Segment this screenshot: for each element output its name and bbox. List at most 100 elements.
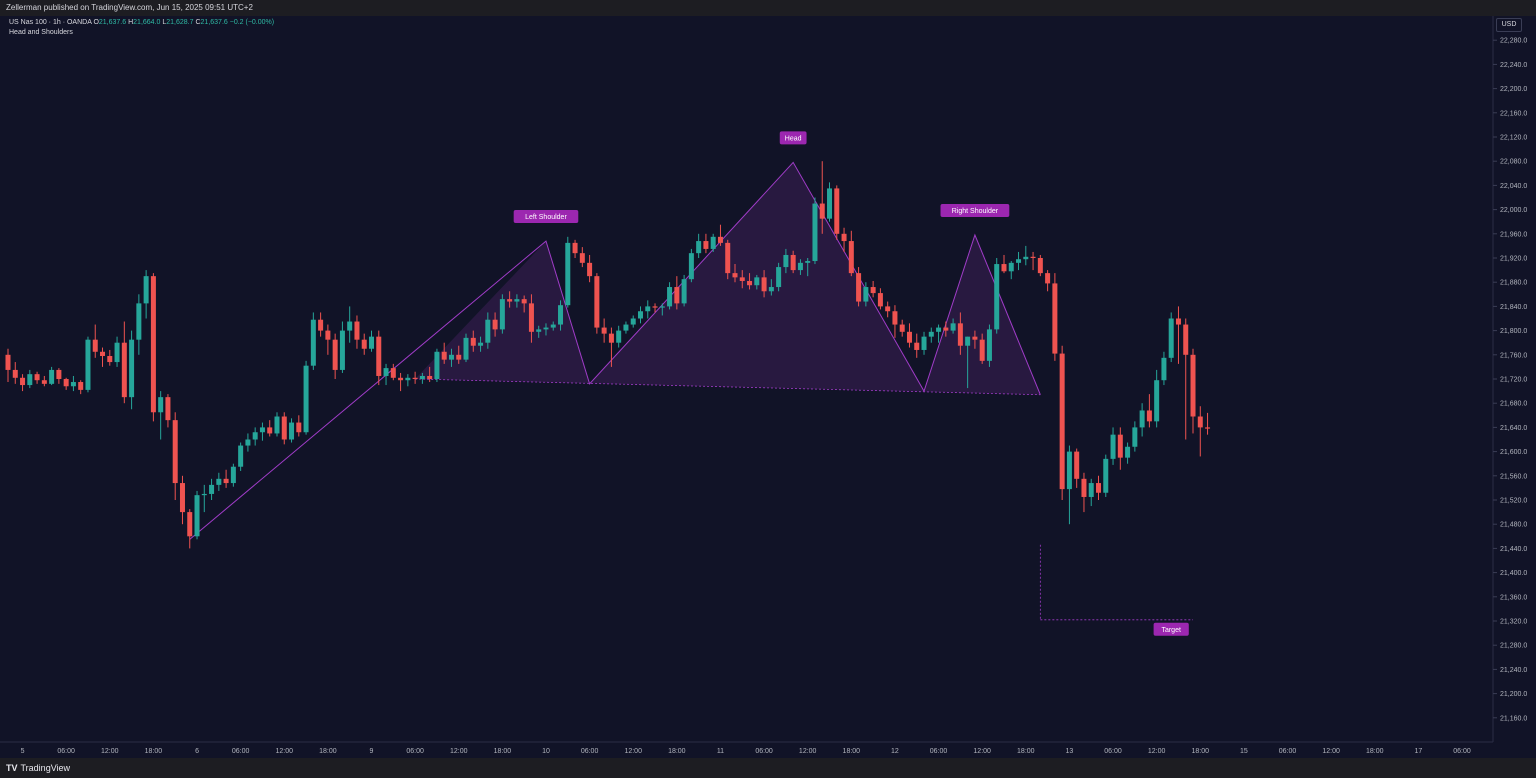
candle xyxy=(986,324,992,367)
x-tick-label: 06:00 xyxy=(930,748,948,755)
candle xyxy=(63,377,69,390)
symbol-legend: US Nas 100 · 1h · OANDA O21,637.6 H21,66… xyxy=(9,19,274,26)
candle xyxy=(710,233,716,252)
candle-body xyxy=(470,337,476,346)
candle-body xyxy=(608,333,614,343)
candle xyxy=(1052,273,1058,361)
candle xyxy=(274,412,280,437)
y-tick-label: 22,200.0 xyxy=(1500,86,1527,93)
candle xyxy=(514,294,520,308)
candle xyxy=(434,348,440,383)
candle xyxy=(543,323,549,336)
candle xyxy=(870,280,876,298)
x-tick-label: 12:00 xyxy=(1148,748,1166,755)
symbol-name: US Nas 100 · 1h · OANDA xyxy=(9,19,92,26)
candle-body xyxy=(92,339,98,352)
candle-body xyxy=(63,379,69,387)
x-tick-label: 13 xyxy=(1066,748,1074,755)
candle-body xyxy=(259,427,265,433)
candle xyxy=(965,336,971,389)
candle xyxy=(550,321,556,331)
candle xyxy=(267,420,273,437)
candle xyxy=(427,366,433,383)
candle xyxy=(5,348,11,383)
candle-body xyxy=(558,305,564,325)
candle xyxy=(158,391,164,440)
candle xyxy=(637,306,643,324)
candle xyxy=(369,330,374,352)
candle-body xyxy=(296,422,302,433)
candle xyxy=(696,233,702,258)
x-tick-label: 12:00 xyxy=(450,748,468,755)
candle xyxy=(1175,306,1181,364)
candle xyxy=(725,239,731,280)
high-value: 21,664.0 xyxy=(133,19,161,26)
candle-body xyxy=(318,319,324,331)
candle-body xyxy=(1183,324,1189,355)
candle xyxy=(914,333,920,358)
candle xyxy=(1190,348,1196,434)
candle xyxy=(834,185,840,240)
open-label: O xyxy=(93,19,99,26)
candle-body xyxy=(1117,434,1123,458)
candle xyxy=(819,161,825,234)
candle-body xyxy=(390,368,396,378)
candle xyxy=(827,182,833,222)
candle xyxy=(623,321,629,334)
low-label: L xyxy=(162,19,167,26)
candle-body xyxy=(492,319,498,330)
indicator-legend[interactable]: Head and Shoulders xyxy=(9,29,73,36)
candle-body xyxy=(499,299,505,330)
candle xyxy=(594,273,600,334)
candle xyxy=(34,371,40,384)
candle xyxy=(179,475,185,525)
candle-body xyxy=(1110,434,1116,459)
candle-body xyxy=(34,374,40,381)
candle-body xyxy=(688,253,694,280)
candle xyxy=(841,227,847,252)
candle xyxy=(376,330,382,386)
candle-body xyxy=(201,493,207,496)
candle xyxy=(289,418,295,443)
candle-body xyxy=(339,330,345,370)
candle-body xyxy=(776,267,782,288)
x-tick-label: 18:00 xyxy=(145,748,163,755)
candle xyxy=(652,303,658,313)
candle xyxy=(674,276,680,310)
candle-body xyxy=(1008,262,1014,272)
candle xyxy=(739,270,745,289)
candle-body xyxy=(85,339,91,390)
y-tick-label: 22,280.0 xyxy=(1500,38,1527,45)
candle-body xyxy=(747,280,753,286)
currency-button[interactable]: USD xyxy=(1496,18,1522,32)
candle xyxy=(354,315,360,349)
pattern-label-box xyxy=(513,210,579,224)
x-tick-label: 18:00 xyxy=(1192,748,1210,755)
candle-body xyxy=(623,324,629,331)
x-tick-label: 11 xyxy=(717,748,724,755)
y-tick-label: 22,120.0 xyxy=(1500,135,1527,142)
candle xyxy=(216,472,222,491)
y-tick-label: 21,720.0 xyxy=(1500,377,1527,384)
candle-body xyxy=(434,351,440,379)
y-tick-label: 21,400.0 xyxy=(1500,570,1527,577)
tradingview-logo-icon[interactable]: TV xyxy=(6,763,18,773)
candle xyxy=(1023,245,1029,266)
candle xyxy=(1161,351,1167,386)
candle-body xyxy=(921,336,927,350)
candle xyxy=(645,300,651,319)
pattern-label-text: Target xyxy=(1161,627,1181,634)
candlestick-chart[interactable]: Left Shoulder Head Right Shoulder Target 21… xyxy=(0,16,1536,758)
footer-bar: TV TradingView xyxy=(0,758,1536,778)
candle-body xyxy=(223,478,229,484)
candle-body xyxy=(456,354,462,360)
candle xyxy=(143,270,149,319)
y-tick-label: 22,240.0 xyxy=(1500,62,1527,69)
candle xyxy=(957,312,963,355)
x-tick-label: 06:00 xyxy=(1104,748,1122,755)
pattern-label: Left Shoulder xyxy=(513,210,579,224)
candle-body xyxy=(521,299,527,304)
candle-body xyxy=(143,276,149,304)
tradingview-brand[interactable]: TradingView xyxy=(20,763,71,773)
candle xyxy=(361,333,367,355)
